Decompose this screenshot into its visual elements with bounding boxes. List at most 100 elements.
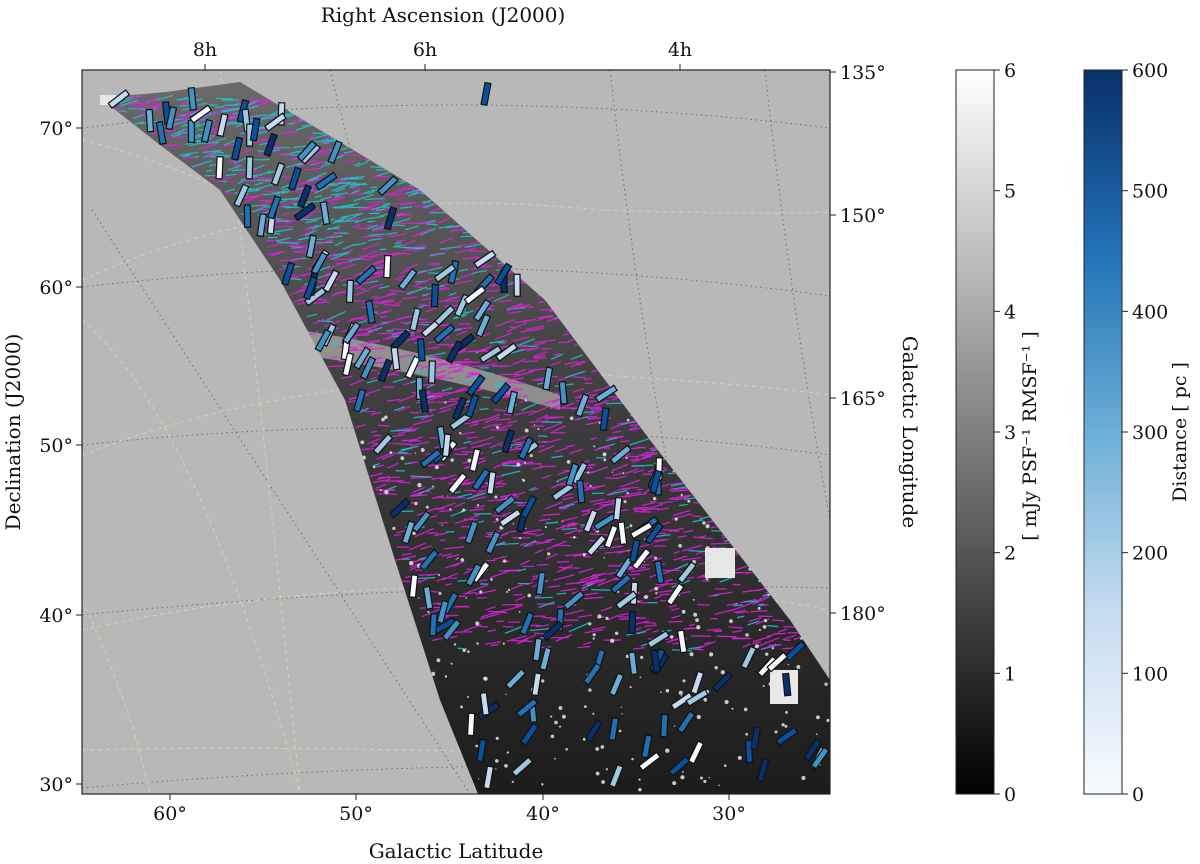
filament-segment bbox=[454, 309, 474, 319]
filament-segment bbox=[340, 375, 353, 380]
filament-segment bbox=[551, 455, 564, 459]
filament-segment bbox=[428, 207, 442, 214]
filament-segment bbox=[520, 402, 538, 411]
filament-segment bbox=[352, 271, 364, 278]
filament-segment bbox=[490, 570, 509, 579]
star bbox=[595, 747, 600, 751]
filament-segment bbox=[525, 324, 545, 331]
polarization-vector bbox=[608, 672, 625, 697]
star bbox=[618, 729, 622, 733]
polarization-vector bbox=[383, 206, 398, 231]
polarization-vector bbox=[451, 396, 468, 421]
star bbox=[562, 520, 564, 523]
filament-segment bbox=[652, 629, 659, 633]
filament-segment bbox=[426, 346, 440, 350]
polarization-vector bbox=[483, 765, 495, 790]
star bbox=[765, 652, 769, 656]
star bbox=[541, 783, 544, 786]
filament-segment bbox=[443, 546, 465, 550]
polarization-vector bbox=[490, 382, 512, 405]
dec-tick-label: 30° bbox=[39, 774, 73, 796]
filament-segment bbox=[453, 369, 464, 373]
polarization-vector bbox=[478, 344, 503, 364]
filament-segment bbox=[179, 151, 199, 156]
filament-segment bbox=[508, 435, 529, 444]
filament-segment bbox=[382, 318, 401, 326]
filament-segment bbox=[250, 113, 267, 118]
filament-segment bbox=[508, 302, 523, 309]
polarization-vector bbox=[638, 751, 662, 772]
filament-segment bbox=[523, 360, 538, 363]
star bbox=[467, 696, 470, 699]
filament-segment bbox=[747, 620, 760, 626]
filament-segment bbox=[528, 420, 549, 424]
polarization-vector bbox=[646, 630, 671, 649]
polarization-vector bbox=[314, 328, 332, 353]
filament-segment bbox=[461, 376, 480, 384]
filament-segment bbox=[735, 611, 749, 614]
filament-segment bbox=[514, 595, 526, 602]
filament-segment bbox=[230, 180, 237, 183]
polarization-vector bbox=[668, 755, 691, 777]
filament-segment bbox=[676, 563, 689, 570]
filament-segment bbox=[649, 500, 657, 503]
colorbar-tick-label: 5 bbox=[1004, 181, 1016, 203]
filament-segment bbox=[348, 257, 362, 262]
star bbox=[592, 637, 595, 640]
star bbox=[587, 471, 590, 474]
filament-segment bbox=[278, 258, 299, 262]
colorbar-tick-label: 500 bbox=[1132, 181, 1168, 203]
filament-segment bbox=[224, 122, 243, 126]
filament-segment bbox=[370, 189, 379, 192]
filament-segment bbox=[591, 626, 606, 631]
filament-segment bbox=[537, 441, 547, 444]
filament-segment bbox=[537, 435, 548, 438]
polarization-vector bbox=[200, 118, 214, 144]
star bbox=[625, 456, 628, 459]
star bbox=[625, 654, 630, 659]
filament-segment bbox=[459, 268, 469, 272]
filament-segment bbox=[257, 199, 272, 208]
filament-segment bbox=[199, 143, 217, 151]
star bbox=[455, 558, 457, 560]
filament-segment bbox=[334, 216, 349, 223]
filament-segment bbox=[504, 381, 526, 384]
polarization-vector bbox=[506, 390, 518, 415]
colorbar-tick-label: 2 bbox=[1004, 543, 1016, 565]
filament-segment bbox=[179, 102, 191, 105]
filament-segment bbox=[394, 274, 405, 281]
polarization-vector bbox=[599, 407, 610, 432]
filament-segment bbox=[692, 536, 713, 540]
filament-segment bbox=[607, 614, 621, 621]
filament-segment bbox=[463, 518, 478, 521]
filament-segment bbox=[426, 223, 438, 226]
filament-segment bbox=[625, 491, 641, 496]
star bbox=[826, 718, 830, 723]
filament-segment bbox=[180, 123, 187, 128]
filament-segment bbox=[533, 341, 546, 346]
star bbox=[478, 778, 480, 780]
star bbox=[400, 456, 405, 461]
filament-segment bbox=[330, 251, 350, 260]
filament-segment bbox=[347, 315, 367, 322]
colorbar-tick-label: 600 bbox=[1132, 60, 1168, 82]
intensity-colorbar-label: [ mJy PSF⁻¹ RMSF⁻¹ ] bbox=[1019, 331, 1041, 541]
ra-tick-label: 4h bbox=[668, 39, 692, 61]
polarization-vector bbox=[189, 104, 213, 124]
filament-segment bbox=[713, 609, 734, 616]
colorbar-tick-label: 300 bbox=[1132, 422, 1168, 444]
polarization-vector bbox=[293, 202, 317, 222]
star bbox=[631, 757, 634, 761]
filament-segment bbox=[668, 620, 683, 623]
filament-segment bbox=[719, 576, 733, 583]
filament-segment bbox=[295, 214, 313, 223]
filament-segment bbox=[285, 206, 301, 209]
filament-segment bbox=[414, 527, 435, 538]
filament-segment bbox=[313, 301, 330, 305]
filament-segment bbox=[550, 353, 564, 360]
filament-segment bbox=[564, 532, 572, 535]
filament-segment bbox=[452, 328, 462, 332]
filament-segment bbox=[592, 385, 613, 392]
star bbox=[573, 535, 576, 539]
filament-segment bbox=[331, 184, 347, 192]
